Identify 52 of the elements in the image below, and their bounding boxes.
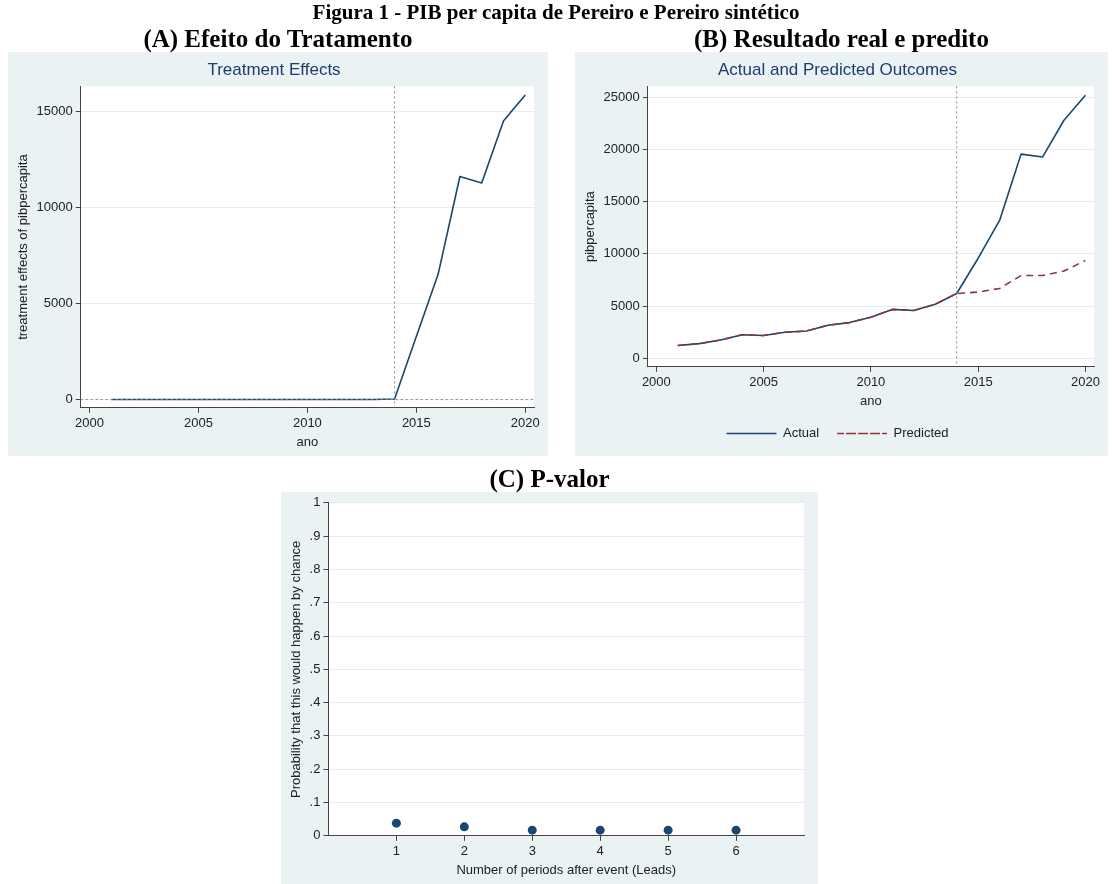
- y-tick-label: 0: [65, 391, 73, 407]
- y-tick-label: .5: [309, 660, 321, 676]
- y-tick-label: 10000: [36, 199, 73, 215]
- x-tick-label: 5: [664, 843, 672, 859]
- y-axis-title: Probability that this would happen by chance: [288, 540, 304, 798]
- x-tick-label: 2015: [401, 415, 431, 431]
- legend-label: Predicted: [893, 425, 949, 441]
- y-tick-label: 20000: [603, 140, 640, 156]
- x-tick-label: 2000: [75, 415, 104, 431]
- x-tick-label: 3: [528, 843, 536, 859]
- chart-title: Actual and Predicted Outcomes: [717, 59, 958, 79]
- y-tick-label: 1: [313, 494, 321, 510]
- x-tick-label: 2005: [183, 415, 213, 431]
- y-axis-title: pibpercapita: [582, 190, 598, 263]
- x-tick-label: 4: [596, 843, 604, 859]
- y-tick-label: .8: [309, 560, 321, 576]
- y-tick-label: 0: [632, 349, 640, 365]
- y-tick-label: 5000: [610, 297, 640, 313]
- x-tick-label: 2010: [856, 374, 886, 390]
- y-tick-label: 5000: [43, 295, 73, 311]
- x-tick-label: 1: [392, 843, 400, 859]
- x-tick-label: 2005: [749, 374, 779, 390]
- x-tick-label: 2000: [641, 374, 671, 390]
- y-tick-label: .1: [309, 794, 321, 810]
- y-tick-label: 15000: [603, 193, 640, 209]
- y-tick-label: .7: [309, 594, 321, 610]
- y-tick-label: 0: [313, 827, 321, 843]
- x-tick-label: 2020: [510, 415, 540, 431]
- chart-title: Treatment Effects: [207, 59, 341, 79]
- line-series: [676, 259, 1087, 347]
- text: (C) P-valor: [488, 465, 611, 492]
- x-tick-label: 2015: [963, 374, 993, 390]
- legend-label: Actual: [782, 425, 820, 441]
- x-tick-label: 2010: [292, 415, 322, 431]
- y-tick-label: 10000: [603, 245, 640, 261]
- y-tick-label: 15000: [36, 103, 73, 119]
- x-tick-label: 6: [732, 843, 740, 859]
- text: Figura 1 - PIB per capita de Pereiro e Pereiro sintético: [311, 0, 801, 25]
- y-tick-label: .9: [309, 527, 321, 543]
- y-tick-label: .3: [309, 727, 321, 743]
- x-axis-title: ano: [296, 433, 319, 449]
- y-tick-label: .6: [309, 627, 321, 643]
- y-tick-label: .2: [309, 760, 321, 776]
- x-axis-title: Number of periods after event (Leads): [456, 861, 677, 877]
- x-tick-label: 2: [460, 843, 468, 859]
- text: (A) Efeito do Tratamento: [142, 25, 414, 52]
- text: (B) Resultado real e predito: [693, 25, 990, 52]
- x-axis-title: ano: [860, 392, 882, 408]
- y-axis-title: treatment effects of pibpercapita: [15, 153, 31, 340]
- y-tick-label: 25000: [603, 88, 640, 104]
- y-tick-label: .4: [309, 694, 321, 710]
- x-tick-label: 2020: [1070, 374, 1100, 390]
